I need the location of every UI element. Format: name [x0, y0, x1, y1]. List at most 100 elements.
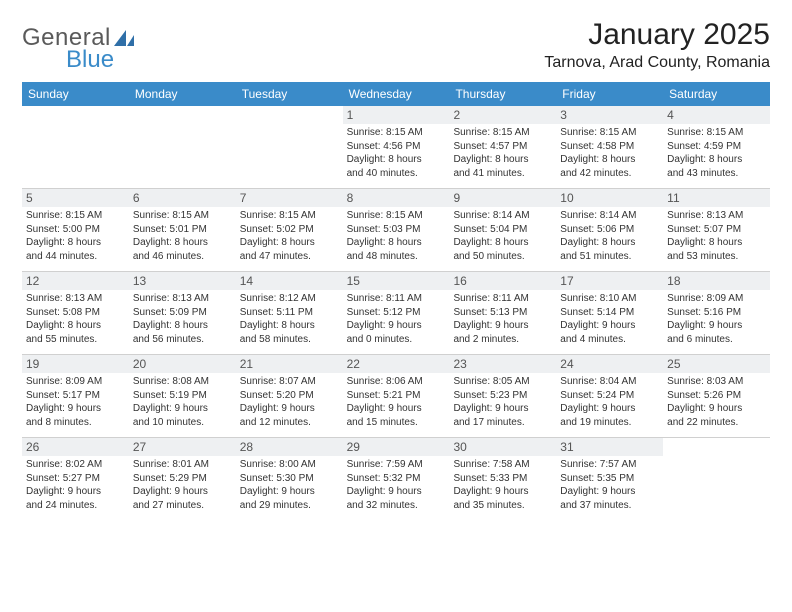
day-number: 3 — [556, 106, 663, 124]
brand-logo: GeneralBlue — [22, 18, 134, 74]
day-cell — [129, 106, 236, 188]
day-number: 4 — [663, 106, 770, 124]
day-cell: 1Sunrise: 8:15 AMSunset: 4:56 PMDaylight… — [343, 106, 450, 188]
day-info-line: and 37 minutes. — [560, 499, 659, 513]
dow-sunday: Sunday — [22, 82, 129, 106]
day-number: 27 — [129, 438, 236, 456]
day-info-line: Daylight: 9 hours — [453, 402, 552, 416]
day-info-line: Daylight: 8 hours — [560, 236, 659, 250]
day-number: 14 — [236, 272, 343, 290]
day-info-line: Sunrise: 8:14 AM — [453, 209, 552, 223]
day-number: 9 — [449, 189, 556, 207]
day-body: Sunrise: 8:14 AMSunset: 5:04 PMDaylight:… — [449, 207, 556, 267]
day-info-line: Sunrise: 8:11 AM — [453, 292, 552, 306]
day-info-line: Sunrise: 8:02 AM — [26, 458, 125, 472]
day-number: 11 — [663, 189, 770, 207]
dow-header-row: Sunday Monday Tuesday Wednesday Thursday… — [22, 82, 770, 106]
day-info-line: and 27 minutes. — [133, 499, 232, 513]
day-info-line: Daylight: 8 hours — [453, 236, 552, 250]
day-number: 26 — [22, 438, 129, 456]
day-body: Sunrise: 8:08 AMSunset: 5:19 PMDaylight:… — [129, 373, 236, 433]
day-info-line: Sunrise: 8:09 AM — [26, 375, 125, 389]
day-info-line: Sunrise: 8:15 AM — [347, 209, 446, 223]
day-info-line: Sunrise: 8:04 AM — [560, 375, 659, 389]
day-number: 24 — [556, 355, 663, 373]
day-body: Sunrise: 8:13 AMSunset: 5:09 PMDaylight:… — [129, 290, 236, 350]
day-body — [129, 110, 236, 116]
day-info-line: Sunset: 5:14 PM — [560, 306, 659, 320]
day-info-line: and 6 minutes. — [667, 333, 766, 347]
day-info-line: Daylight: 8 hours — [133, 319, 232, 333]
day-info-line: Sunrise: 8:15 AM — [347, 126, 446, 140]
day-cell: 21Sunrise: 8:07 AMSunset: 5:20 PMDayligh… — [236, 355, 343, 437]
day-info-line: Daylight: 9 hours — [453, 319, 552, 333]
day-body: Sunrise: 8:11 AMSunset: 5:13 PMDaylight:… — [449, 290, 556, 350]
day-info-line: Sunset: 5:35 PM — [560, 472, 659, 486]
day-info-line: Sunrise: 8:10 AM — [560, 292, 659, 306]
day-cell: 24Sunrise: 8:04 AMSunset: 5:24 PMDayligh… — [556, 355, 663, 437]
day-cell: 3Sunrise: 8:15 AMSunset: 4:58 PMDaylight… — [556, 106, 663, 188]
day-info-line: Sunset: 5:11 PM — [240, 306, 339, 320]
day-cell: 16Sunrise: 8:11 AMSunset: 5:13 PMDayligh… — [449, 272, 556, 354]
day-info-line: Sunrise: 8:13 AM — [26, 292, 125, 306]
brand-part2: Blue — [66, 46, 134, 74]
day-info-line: and 19 minutes. — [560, 416, 659, 430]
day-body: Sunrise: 7:57 AMSunset: 5:35 PMDaylight:… — [556, 456, 663, 516]
day-info-line: and 17 minutes. — [453, 416, 552, 430]
day-body: Sunrise: 8:15 AMSunset: 5:00 PMDaylight:… — [22, 207, 129, 267]
day-cell: 27Sunrise: 8:01 AMSunset: 5:29 PMDayligh… — [129, 438, 236, 520]
calendar-grid: Sunday Monday Tuesday Wednesday Thursday… — [22, 82, 770, 520]
week-row: 5Sunrise: 8:15 AMSunset: 5:00 PMDaylight… — [22, 189, 770, 272]
day-info-line: and 41 minutes. — [453, 167, 552, 181]
dow-thursday: Thursday — [449, 82, 556, 106]
day-cell: 15Sunrise: 8:11 AMSunset: 5:12 PMDayligh… — [343, 272, 450, 354]
day-cell: 8Sunrise: 8:15 AMSunset: 5:03 PMDaylight… — [343, 189, 450, 271]
day-info-line: Daylight: 8 hours — [26, 236, 125, 250]
month-title: January 2025 — [544, 18, 770, 52]
day-cell: 29Sunrise: 7:59 AMSunset: 5:32 PMDayligh… — [343, 438, 450, 520]
day-number: 10 — [556, 189, 663, 207]
day-cell: 31Sunrise: 7:57 AMSunset: 5:35 PMDayligh… — [556, 438, 663, 520]
day-info-line: and 46 minutes. — [133, 250, 232, 264]
day-info-line: and 29 minutes. — [240, 499, 339, 513]
day-body: Sunrise: 8:12 AMSunset: 5:11 PMDaylight:… — [236, 290, 343, 350]
day-info-line: Sunset: 5:04 PM — [453, 223, 552, 237]
day-info-line: Sunrise: 8:09 AM — [667, 292, 766, 306]
day-info-line: Sunset: 5:23 PM — [453, 389, 552, 403]
day-number: 6 — [129, 189, 236, 207]
day-body: Sunrise: 8:06 AMSunset: 5:21 PMDaylight:… — [343, 373, 450, 433]
day-info-line: Sunrise: 8:15 AM — [26, 209, 125, 223]
day-info-line: Sunset: 5:21 PM — [347, 389, 446, 403]
day-info-line: and 12 minutes. — [240, 416, 339, 430]
day-number: 18 — [663, 272, 770, 290]
page-header: GeneralBlue January 2025 Tarnova, Arad C… — [22, 18, 770, 74]
day-number: 8 — [343, 189, 450, 207]
day-number: 13 — [129, 272, 236, 290]
day-info-line: Sunset: 5:27 PM — [26, 472, 125, 486]
day-info-line: Daylight: 9 hours — [453, 485, 552, 499]
dow-monday: Monday — [129, 82, 236, 106]
dow-friday: Friday — [556, 82, 663, 106]
day-info-line: and 24 minutes. — [26, 499, 125, 513]
day-cell: 2Sunrise: 8:15 AMSunset: 4:57 PMDaylight… — [449, 106, 556, 188]
day-info-line: Sunset: 5:26 PM — [667, 389, 766, 403]
day-cell: 6Sunrise: 8:15 AMSunset: 5:01 PMDaylight… — [129, 189, 236, 271]
day-body: Sunrise: 8:00 AMSunset: 5:30 PMDaylight:… — [236, 456, 343, 516]
day-number: 30 — [449, 438, 556, 456]
day-body: Sunrise: 8:13 AMSunset: 5:07 PMDaylight:… — [663, 207, 770, 267]
day-info-line: Daylight: 8 hours — [667, 236, 766, 250]
day-number: 17 — [556, 272, 663, 290]
day-info-line: Sunrise: 8:01 AM — [133, 458, 232, 472]
day-number: 25 — [663, 355, 770, 373]
day-info-line: and 53 minutes. — [667, 250, 766, 264]
day-info-line: Daylight: 9 hours — [347, 319, 446, 333]
day-cell: 26Sunrise: 8:02 AMSunset: 5:27 PMDayligh… — [22, 438, 129, 520]
day-info-line: and 43 minutes. — [667, 167, 766, 181]
day-cell: 18Sunrise: 8:09 AMSunset: 5:16 PMDayligh… — [663, 272, 770, 354]
day-number: 28 — [236, 438, 343, 456]
day-info-line: Sunset: 5:17 PM — [26, 389, 125, 403]
day-body: Sunrise: 8:15 AMSunset: 5:01 PMDaylight:… — [129, 207, 236, 267]
day-info-line: and 55 minutes. — [26, 333, 125, 347]
day-info-line: Sunrise: 7:59 AM — [347, 458, 446, 472]
day-cell — [663, 438, 770, 520]
